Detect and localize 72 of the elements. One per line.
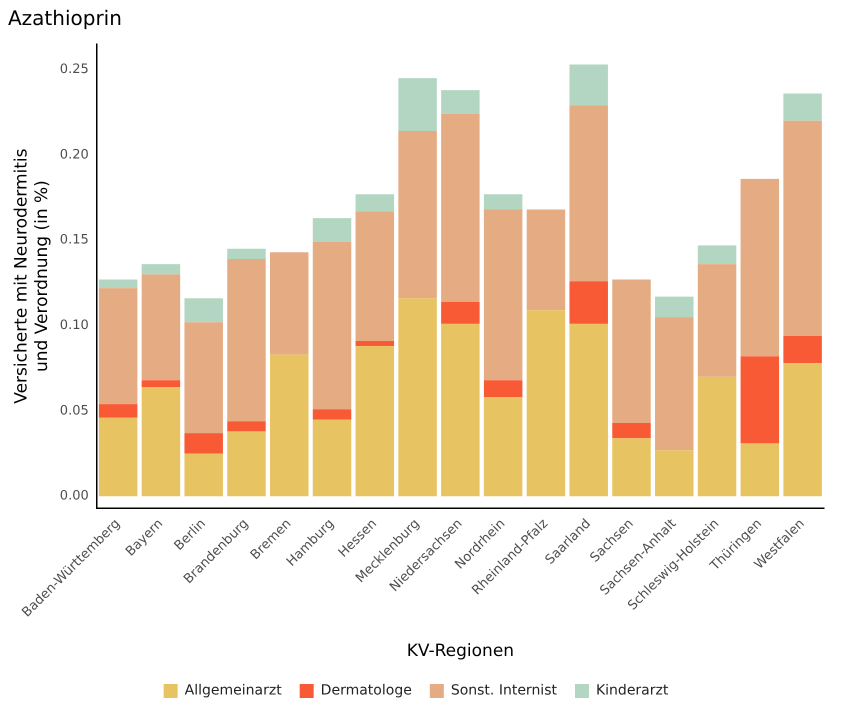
bar (398, 131, 437, 298)
bar (142, 274, 180, 380)
bar (484, 194, 522, 210)
bar (227, 421, 266, 432)
bar (569, 324, 608, 496)
y-tick-label: 0.25 (60, 62, 89, 77)
y-tick-label: 0.20 (60, 147, 89, 162)
bar (227, 259, 266, 422)
y-axis-title: Versicherte mit Neurodermitis und Verordnung (in %) (12, 148, 52, 404)
bar (184, 322, 223, 434)
bar (698, 376, 736, 496)
bar (270, 354, 309, 496)
bar (783, 363, 822, 496)
bar (356, 194, 394, 212)
bar (356, 346, 394, 496)
bar (356, 211, 394, 341)
bar (270, 252, 309, 355)
bar (740, 356, 780, 444)
bar (612, 280, 651, 423)
bar (783, 336, 822, 364)
legend-label: Kinderarzt (596, 682, 669, 699)
bar (98, 280, 138, 288)
y-tick-label: 0.00 (60, 488, 89, 504)
bar (740, 443, 780, 496)
bar (612, 438, 651, 496)
bar (569, 105, 608, 282)
y-tick-label: 0.15 (60, 232, 89, 248)
y-tick-label: 0.05 (60, 403, 89, 418)
bar (484, 210, 522, 380)
bar (312, 409, 352, 420)
chart-title: Azathioprin (8, 6, 122, 30)
bar (783, 120, 822, 336)
bar (526, 210, 566, 310)
bar (227, 248, 266, 260)
bar (312, 218, 352, 242)
legend-label: Dermatologe (320, 682, 412, 699)
bar (441, 90, 480, 114)
bar (312, 242, 352, 410)
bar (612, 422, 651, 438)
bar (98, 288, 138, 404)
bar (398, 78, 437, 132)
bar (398, 298, 437, 496)
bar (569, 64, 608, 106)
bar (441, 324, 480, 496)
bar (184, 298, 223, 322)
bar (184, 433, 223, 454)
bar (740, 178, 780, 356)
legend-label: Sonst. Internist (450, 682, 558, 699)
bar (98, 404, 138, 418)
bar (356, 340, 394, 346)
bar (142, 264, 180, 274)
x-axis-title: KV-Regionen (406, 641, 514, 662)
bar (142, 387, 180, 496)
bar (441, 302, 480, 324)
bar (655, 296, 694, 318)
bar (698, 245, 736, 264)
bar (98, 418, 138, 496)
bar (655, 317, 694, 450)
bar (484, 397, 522, 496)
bar (569, 281, 608, 324)
bar (783, 93, 822, 121)
bar (441, 114, 480, 302)
bar (655, 450, 694, 496)
y-tick-label: 0.10 (60, 318, 89, 333)
bar (312, 419, 352, 496)
bar (142, 380, 180, 388)
bar (526, 310, 566, 496)
bar (484, 380, 522, 398)
legend-label: Allgemeinarzt (184, 682, 282, 699)
bar (698, 264, 736, 377)
bar (184, 454, 223, 496)
bar (227, 431, 266, 496)
